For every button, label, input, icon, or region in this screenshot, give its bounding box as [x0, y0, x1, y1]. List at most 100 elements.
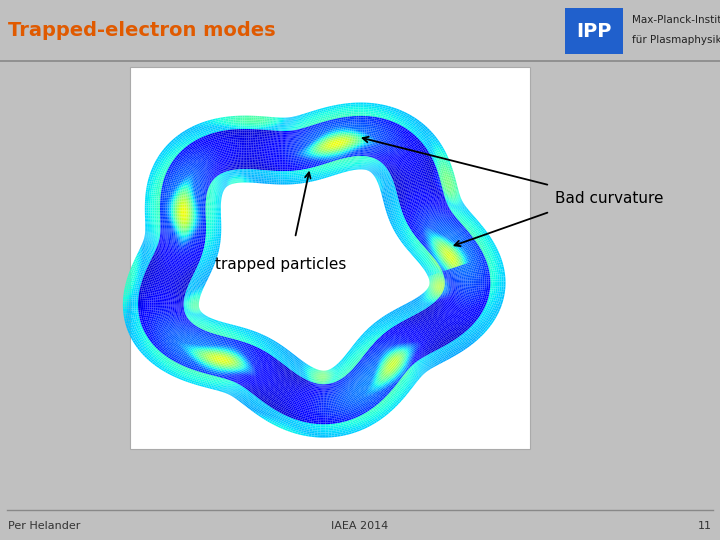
Polygon shape	[401, 122, 404, 125]
Polygon shape	[483, 309, 486, 312]
Polygon shape	[251, 164, 252, 166]
Polygon shape	[238, 179, 240, 181]
Polygon shape	[166, 361, 169, 364]
Polygon shape	[246, 370, 248, 373]
Polygon shape	[169, 246, 171, 248]
Polygon shape	[431, 173, 433, 175]
Polygon shape	[151, 181, 153, 184]
Polygon shape	[217, 235, 219, 237]
Polygon shape	[185, 168, 187, 170]
Polygon shape	[194, 224, 197, 226]
Polygon shape	[311, 159, 313, 161]
Polygon shape	[203, 161, 206, 164]
Polygon shape	[213, 186, 215, 188]
Polygon shape	[168, 242, 171, 243]
Polygon shape	[420, 193, 423, 195]
Polygon shape	[264, 416, 267, 419]
Polygon shape	[164, 364, 167, 367]
Polygon shape	[354, 359, 356, 361]
Polygon shape	[431, 197, 433, 198]
Polygon shape	[407, 214, 410, 216]
Polygon shape	[362, 345, 364, 347]
Polygon shape	[162, 253, 164, 255]
Polygon shape	[231, 170, 233, 172]
Polygon shape	[366, 111, 369, 113]
Polygon shape	[287, 420, 289, 422]
Polygon shape	[225, 339, 228, 341]
Polygon shape	[301, 129, 302, 130]
Polygon shape	[479, 325, 482, 327]
Polygon shape	[465, 275, 467, 276]
Polygon shape	[316, 159, 318, 161]
Polygon shape	[256, 410, 258, 413]
Polygon shape	[400, 124, 403, 126]
Polygon shape	[410, 242, 412, 245]
Polygon shape	[446, 334, 449, 336]
Polygon shape	[310, 382, 312, 383]
Polygon shape	[230, 333, 233, 335]
Polygon shape	[253, 123, 255, 124]
Polygon shape	[387, 344, 390, 346]
Polygon shape	[415, 152, 418, 154]
Polygon shape	[165, 307, 167, 308]
Polygon shape	[449, 344, 452, 346]
Polygon shape	[397, 345, 399, 347]
Polygon shape	[435, 266, 438, 267]
Polygon shape	[245, 134, 247, 136]
Polygon shape	[204, 267, 207, 269]
Polygon shape	[158, 285, 161, 287]
Polygon shape	[299, 388, 301, 390]
Polygon shape	[346, 379, 348, 381]
Polygon shape	[251, 334, 253, 336]
Polygon shape	[339, 154, 341, 156]
Polygon shape	[294, 382, 297, 384]
Polygon shape	[212, 147, 214, 150]
Polygon shape	[185, 201, 186, 203]
Polygon shape	[314, 435, 318, 437]
Polygon shape	[407, 242, 410, 245]
Polygon shape	[267, 345, 270, 348]
Polygon shape	[390, 368, 392, 369]
Polygon shape	[305, 383, 307, 385]
Polygon shape	[189, 310, 191, 312]
Polygon shape	[204, 215, 206, 217]
Polygon shape	[154, 333, 157, 335]
Polygon shape	[495, 265, 498, 268]
Polygon shape	[392, 162, 394, 164]
Polygon shape	[204, 338, 207, 340]
Polygon shape	[369, 133, 372, 135]
Polygon shape	[389, 133, 392, 136]
Polygon shape	[462, 326, 465, 328]
Polygon shape	[319, 158, 321, 160]
Polygon shape	[137, 278, 139, 280]
Polygon shape	[151, 249, 153, 251]
Polygon shape	[285, 131, 286, 133]
Polygon shape	[145, 291, 147, 293]
Polygon shape	[345, 113, 347, 116]
Polygon shape	[484, 251, 487, 253]
Polygon shape	[208, 184, 210, 185]
Polygon shape	[153, 284, 155, 286]
Polygon shape	[333, 427, 336, 429]
Polygon shape	[176, 227, 178, 228]
Polygon shape	[176, 261, 179, 264]
Polygon shape	[228, 169, 229, 171]
Polygon shape	[161, 318, 163, 319]
Polygon shape	[462, 247, 464, 249]
Polygon shape	[451, 349, 454, 352]
Polygon shape	[318, 399, 319, 401]
Polygon shape	[372, 165, 373, 167]
Polygon shape	[436, 187, 438, 190]
Polygon shape	[350, 410, 353, 413]
Polygon shape	[495, 306, 498, 308]
Polygon shape	[422, 246, 424, 248]
Polygon shape	[470, 242, 473, 245]
Polygon shape	[404, 310, 406, 312]
Polygon shape	[409, 387, 412, 389]
Polygon shape	[428, 354, 431, 356]
Polygon shape	[226, 144, 228, 146]
Polygon shape	[156, 209, 158, 211]
Polygon shape	[284, 139, 285, 141]
Polygon shape	[192, 185, 194, 187]
Polygon shape	[382, 153, 384, 155]
